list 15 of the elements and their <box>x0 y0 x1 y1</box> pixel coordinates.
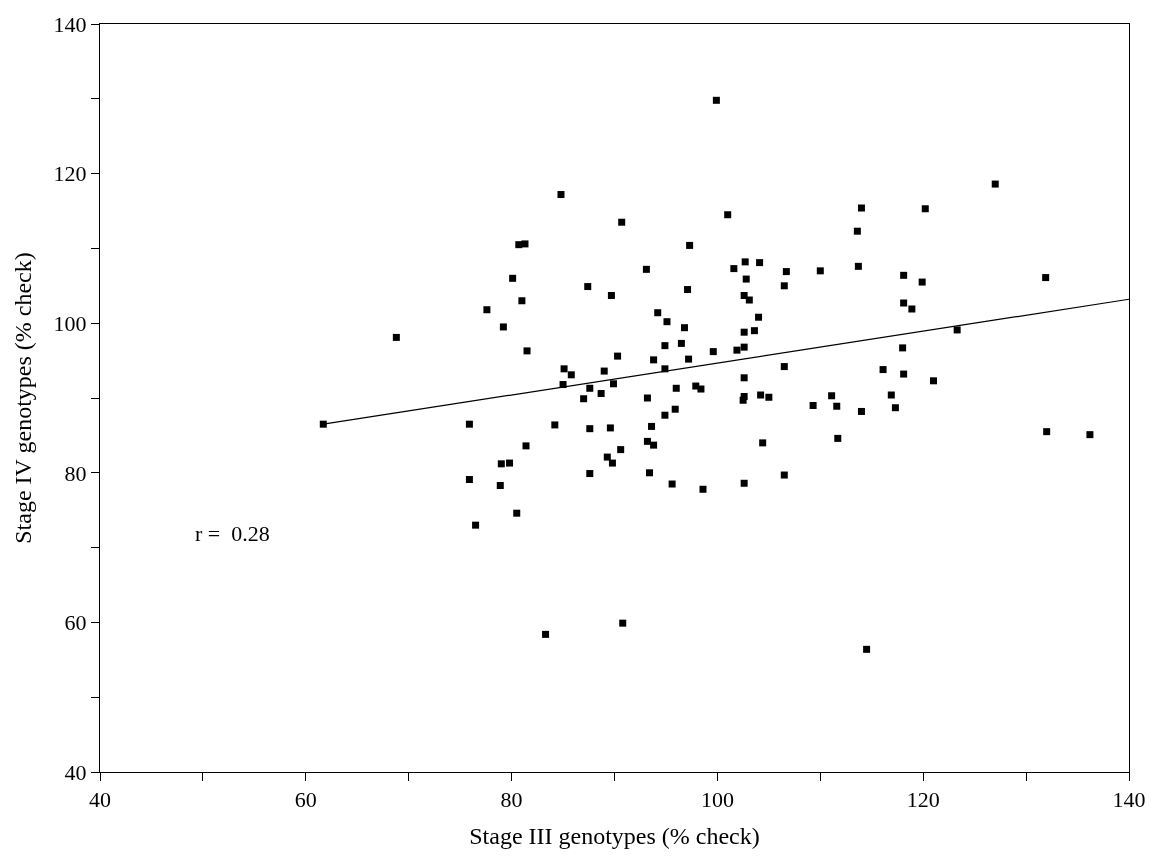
y-tick-label: 40 <box>64 759 87 785</box>
annotation: r = 0.28 <box>195 521 270 546</box>
y-axis-title: Stage IV genotypes (% check) <box>9 252 36 544</box>
x-tick-label: 120 <box>906 787 940 813</box>
y-tick-label: 80 <box>64 460 87 486</box>
x-tick-label: 80 <box>500 787 523 813</box>
x-tick-label: 40 <box>89 787 111 813</box>
x-tick-label: 60 <box>294 787 317 813</box>
y-tick-label: 60 <box>64 610 87 636</box>
x-axis-title: Stage III genotypes (% check) <box>469 822 760 849</box>
y-tick-label: 120 <box>53 161 87 187</box>
x-tick-label: 140 <box>1112 787 1146 813</box>
y-tick-label: 140 <box>53 11 87 37</box>
x-tick-label: 100 <box>700 787 734 813</box>
y-tick-label: 100 <box>53 310 87 336</box>
